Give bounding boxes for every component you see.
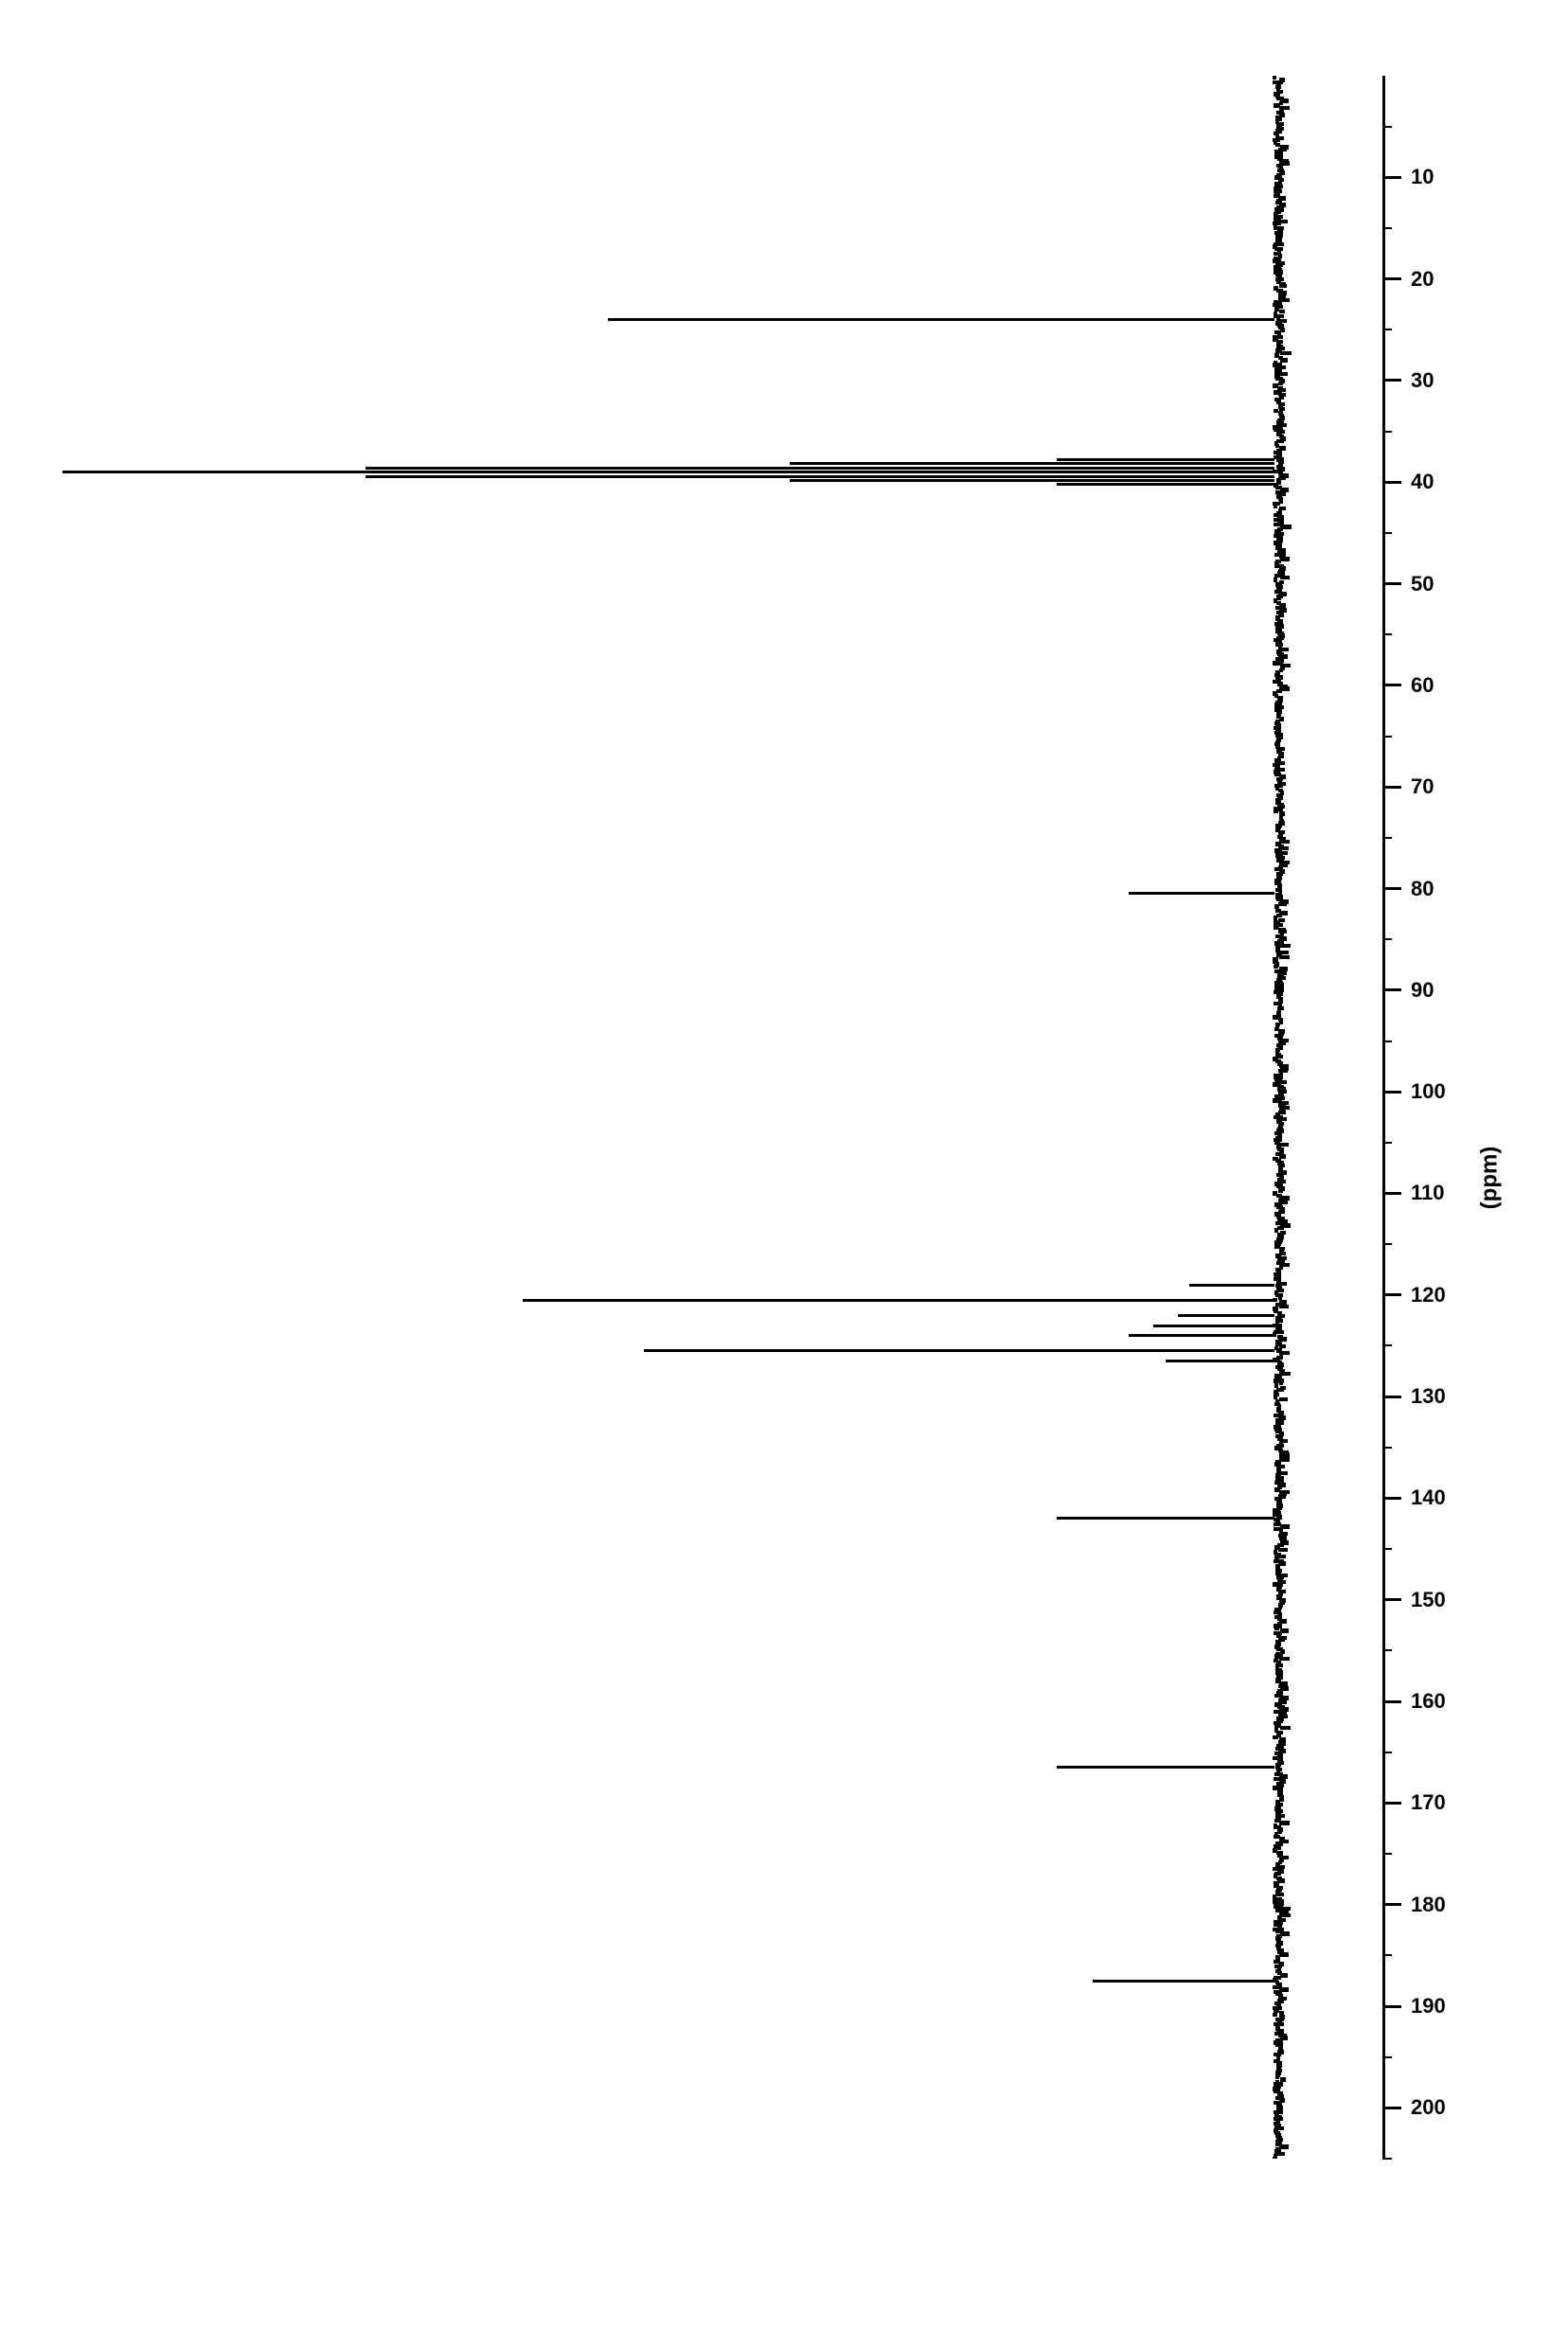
tick-label: 50 (1411, 572, 1434, 596)
tick-minor (1382, 2158, 1392, 2160)
plot-area: 1020304050607080901001101201301401501601… (57, 76, 1382, 2159)
tick-major (1382, 887, 1401, 890)
tick-minor (1382, 837, 1392, 839)
tick-label: 180 (1411, 1893, 1446, 1917)
tick-major (1382, 1903, 1401, 1906)
tick-major (1382, 1700, 1401, 1703)
tick-major (1382, 1293, 1401, 1296)
nmr-peak (365, 475, 1274, 478)
nmr-peak (62, 471, 1274, 473)
tick-major (1382, 481, 1401, 484)
tick-label: 60 (1411, 673, 1434, 698)
nmr-peak (1166, 1360, 1274, 1362)
tick-minor (1382, 1142, 1392, 1144)
tick-minor (1382, 1243, 1392, 1245)
tick-major (1382, 277, 1401, 280)
tick-label: 40 (1411, 470, 1434, 494)
tick-minor (1382, 1447, 1392, 1449)
nmr-peak (1057, 1766, 1274, 1769)
tick-major (1382, 988, 1401, 991)
tick-major (1382, 1396, 1401, 1398)
tick-minor (1382, 126, 1392, 128)
nmr-peak (608, 318, 1274, 321)
tick-label: 130 (1411, 1384, 1446, 1409)
tick-label: 170 (1411, 1790, 1446, 1815)
tick-label: 190 (1411, 1994, 1446, 2019)
tick-minor (1382, 1548, 1392, 1550)
nmr-peak (1178, 1314, 1274, 1317)
tick-major (1382, 1598, 1401, 1601)
tick-minor (1382, 633, 1392, 635)
nmr-peak (523, 1299, 1274, 1302)
tick-major (1382, 2107, 1401, 2109)
nmr-peak (365, 467, 1274, 470)
nmr-peak (1153, 1325, 1274, 1327)
tick-major (1382, 1091, 1401, 1094)
ppm-axis (1382, 76, 1385, 2159)
nmr-spectrum: 10 20 30 40 50 60 70 80 90 100 110 120 130 140 150 160 1… (57, 76, 1496, 2272)
tick-label: 100 (1411, 1079, 1446, 1104)
tick-minor (1382, 1041, 1392, 1042)
tick-label: 150 (1411, 1588, 1446, 1612)
tick-label: 160 (1411, 1689, 1446, 1714)
tick-minor (1382, 329, 1392, 330)
nmr-peak (644, 1349, 1274, 1352)
nmr-peak (1129, 892, 1274, 895)
nmr-peak (1093, 1980, 1274, 1983)
tick-major (1382, 1802, 1401, 1805)
tick-label: 80 (1411, 877, 1434, 901)
axis-label-ppm: (ppm) (1476, 1147, 1503, 1210)
tick-label: 10 (1411, 165, 1434, 189)
tick-label: 140 (1411, 1485, 1446, 1510)
tick-minor (1382, 938, 1392, 940)
nmr-peak (790, 479, 1274, 482)
nmr-peak (1189, 1284, 1274, 1287)
tick-minor (1382, 431, 1392, 433)
tick-major (1382, 582, 1401, 585)
tick-major (1382, 2005, 1401, 2008)
tick-minor (1382, 532, 1392, 534)
tick-major (1382, 1192, 1401, 1195)
tick-major (1382, 176, 1401, 179)
baseline-noise (1269, 76, 1382, 2159)
tick-label: 70 (1411, 774, 1434, 799)
tick-major (1382, 1497, 1401, 1500)
tick-minor (1382, 1853, 1392, 1855)
nmr-peak (1129, 1334, 1274, 1337)
tick-minor (1382, 227, 1392, 229)
tick-minor (1382, 2056, 1392, 2058)
tick-label: 200 (1411, 2095, 1446, 2120)
nmr-peak (1057, 1517, 1274, 1520)
tick-label: 90 (1411, 978, 1434, 1003)
tick-minor (1382, 1752, 1392, 1753)
tick-minor (1382, 1344, 1392, 1346)
nmr-peak (1057, 458, 1274, 461)
tick-label: 120 (1411, 1283, 1446, 1307)
nmr-peak (1057, 483, 1274, 486)
tick-minor (1382, 1954, 1392, 1956)
tick-major (1382, 786, 1401, 789)
tick-minor (1382, 1649, 1392, 1651)
tick-major (1382, 684, 1401, 686)
tick-label: 20 (1411, 267, 1434, 292)
nmr-peak (790, 462, 1274, 465)
tick-label: 110 (1411, 1181, 1445, 1205)
tick-major (1382, 379, 1401, 382)
tick-minor (1382, 736, 1392, 738)
tick-label: 30 (1411, 368, 1434, 393)
